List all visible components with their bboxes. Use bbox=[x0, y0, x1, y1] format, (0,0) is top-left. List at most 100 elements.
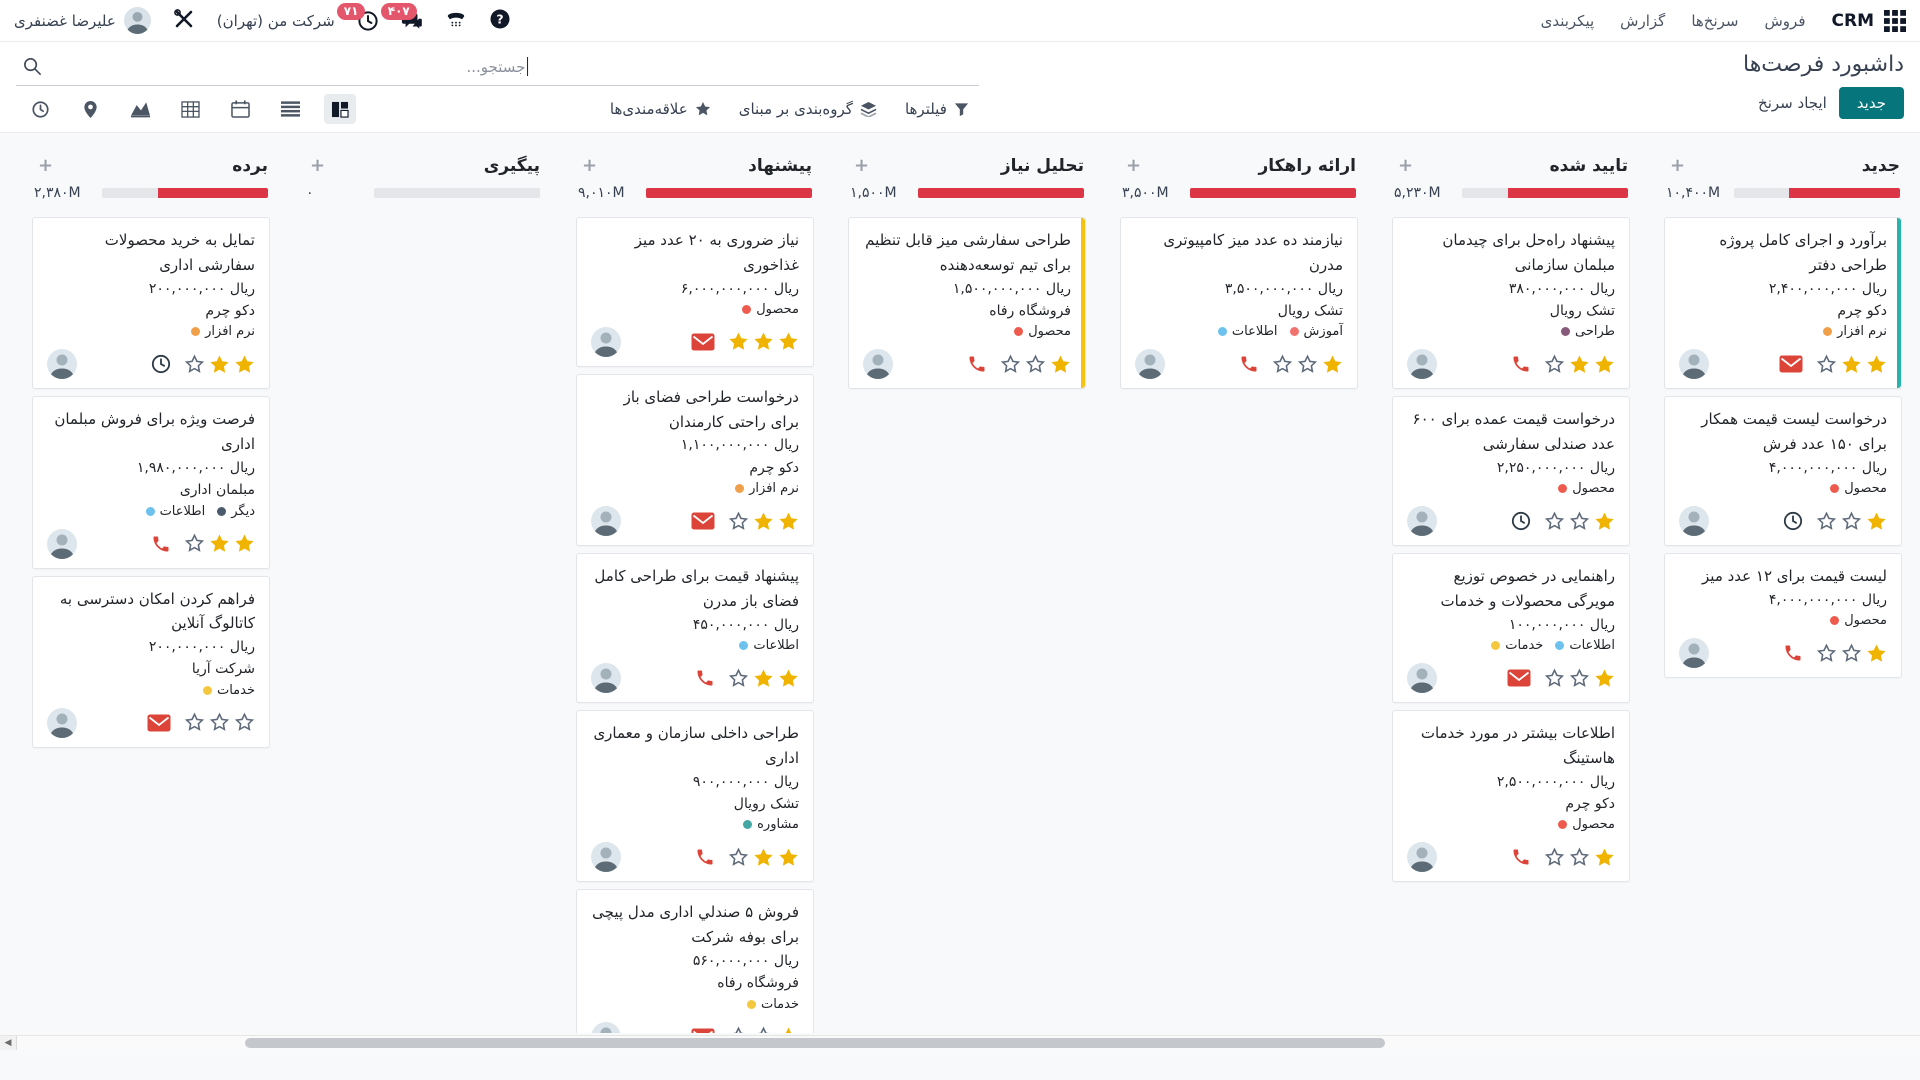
priority-star-filled-icon[interactable] bbox=[1569, 354, 1590, 375]
card-tag[interactable]: نرم افزار bbox=[191, 324, 255, 339]
priority-star-filled-icon[interactable] bbox=[778, 668, 799, 689]
activities-systray[interactable]: ۷۱ bbox=[336, 2, 379, 32]
priority-star-filled-icon[interactable] bbox=[778, 511, 799, 532]
clock-activity-icon[interactable] bbox=[1511, 511, 1531, 531]
kanban-card[interactable]: درخواست طراحی فضای باز برای راحتی کارمند… bbox=[576, 373, 814, 547]
group-by-button[interactable]: گروه‌بندی بر مبنای bbox=[739, 100, 877, 118]
menu-sales[interactable]: فروش bbox=[1764, 11, 1806, 30]
kanban-card[interactable]: طراحی داخلی سازمان و معماری اداری ریال ۹۰… bbox=[576, 710, 814, 883]
priority-star-empty-icon[interactable] bbox=[1841, 643, 1862, 664]
salesperson-avatar[interactable] bbox=[591, 1021, 621, 1033]
priority-star-filled-icon[interactable] bbox=[1594, 511, 1615, 532]
help-icon[interactable]: ? bbox=[489, 8, 511, 34]
menu-leads[interactable]: سرنخ‌ها bbox=[1691, 11, 1739, 30]
card-activity-button[interactable] bbox=[691, 333, 715, 351]
card-activity-button[interactable] bbox=[1511, 511, 1531, 531]
kanban-card[interactable]: نیازمند ده عدد میز کامپیوتری مدرن ریال ۳,… bbox=[1120, 217, 1358, 390]
view-pivot-button[interactable] bbox=[174, 94, 206, 124]
column-add-button[interactable]: + bbox=[1670, 155, 1686, 176]
card-activity-button[interactable] bbox=[1507, 669, 1531, 687]
salesperson-avatar[interactable] bbox=[1407, 349, 1437, 380]
envelope-activity-icon[interactable] bbox=[1779, 355, 1803, 373]
priority-star-empty-icon[interactable] bbox=[1544, 354, 1565, 375]
kanban-card[interactable]: نیاز ضروری به ۲۰ عدد میز غذاخوری ریال ۶,۰… bbox=[576, 217, 814, 367]
priority-star-filled-icon[interactable] bbox=[1322, 354, 1343, 375]
view-kanban-button[interactable] bbox=[324, 94, 357, 124]
card-tag[interactable]: اطلاعات bbox=[1555, 638, 1615, 653]
card-activity-button[interactable] bbox=[1239, 354, 1259, 374]
horizontal-scrollbar[interactable]: ◀ bbox=[0, 1035, 1920, 1050]
card-tag[interactable]: طراحی bbox=[1560, 324, 1615, 339]
priority-star-filled-icon[interactable] bbox=[778, 331, 799, 352]
kanban-card[interactable]: لیست قیمت برای ۱۲ عدد میز ریال ۴,۰۰۰,۰۰۰,… bbox=[1664, 553, 1902, 679]
generate-leads-button[interactable]: ایجاد سرنخ bbox=[1758, 94, 1827, 112]
card-tag[interactable]: اطلاعات bbox=[145, 504, 205, 519]
voip-phone-icon[interactable] bbox=[445, 8, 467, 34]
card-tag[interactable]: محصول bbox=[1830, 613, 1887, 628]
envelope-activity-icon[interactable] bbox=[691, 333, 715, 351]
priority-star-filled-icon[interactable] bbox=[753, 847, 774, 868]
column-title[interactable]: پیگیری bbox=[483, 155, 540, 176]
priority-star-empty-icon[interactable] bbox=[234, 712, 255, 733]
salesperson-avatar[interactable] bbox=[591, 663, 621, 694]
column-add-button[interactable]: + bbox=[310, 155, 326, 176]
card-priority-stars[interactable] bbox=[1816, 354, 1887, 375]
card-priority-stars[interactable] bbox=[1544, 511, 1615, 532]
card-activity-button[interactable] bbox=[151, 354, 171, 374]
priority-star-filled-icon[interactable] bbox=[209, 354, 230, 375]
salesperson-avatar[interactable] bbox=[591, 326, 621, 357]
activities-clock-icon[interactable] bbox=[357, 10, 379, 32]
salesperson-avatar[interactable] bbox=[47, 707, 77, 738]
column-title[interactable]: جدید bbox=[1861, 155, 1900, 176]
kanban-card[interactable]: درخواست لیست قیمت همکار برای ۱۵۰ عدد فرش… bbox=[1664, 396, 1902, 547]
debug-tools-icon[interactable] bbox=[173, 8, 195, 34]
clock-activity-icon[interactable] bbox=[151, 354, 171, 374]
card-priority-stars[interactable] bbox=[1272, 354, 1343, 375]
priority-star-empty-icon[interactable] bbox=[1272, 354, 1293, 375]
kanban-card[interactable]: برآورد و اجرای کامل پروژه طراحی دفتر ریال… bbox=[1664, 217, 1902, 390]
card-priority-stars[interactable] bbox=[1544, 354, 1615, 375]
card-priority-stars[interactable] bbox=[728, 331, 799, 352]
kanban-card[interactable]: راهنمایی در خصوص توزیع مویرگی محصولات و … bbox=[1392, 553, 1630, 704]
priority-star-empty-icon[interactable] bbox=[728, 847, 749, 868]
column-progressbar[interactable] bbox=[1462, 188, 1628, 198]
card-activity-button[interactable] bbox=[1779, 355, 1803, 373]
clock-activity-icon[interactable] bbox=[1783, 511, 1803, 531]
card-tag[interactable]: خدمات bbox=[746, 997, 799, 1012]
view-activity-button[interactable] bbox=[24, 94, 56, 124]
column-add-button[interactable]: + bbox=[582, 155, 598, 176]
priority-star-empty-icon[interactable] bbox=[1025, 354, 1046, 375]
card-activity-button[interactable] bbox=[151, 534, 171, 554]
column-title[interactable]: تایید شده bbox=[1549, 155, 1628, 176]
kanban-card[interactable]: فراهم کردن امکان دسترسی به کاتالوگ آنلای… bbox=[32, 575, 270, 748]
priority-star-filled-icon[interactable] bbox=[753, 668, 774, 689]
card-tag[interactable]: نرم افزار bbox=[1823, 324, 1887, 339]
menu-reporting[interactable]: گزارش bbox=[1620, 11, 1666, 30]
card-activity-button[interactable] bbox=[691, 512, 715, 530]
search-input[interactable]: جستجو... bbox=[16, 48, 979, 86]
phone-activity-icon[interactable] bbox=[695, 668, 715, 688]
priority-star-empty-icon[interactable] bbox=[1816, 643, 1837, 664]
card-activity-button[interactable] bbox=[1783, 511, 1803, 531]
user-avatar[interactable] bbox=[123, 7, 151, 34]
kanban-card[interactable]: درخواست قیمت عمده برای ۶۰۰ عدد صندلی سفا… bbox=[1392, 396, 1630, 547]
card-activity-button[interactable] bbox=[1511, 847, 1531, 867]
priority-star-filled-icon[interactable] bbox=[209, 533, 230, 554]
column-add-button[interactable]: + bbox=[1126, 155, 1142, 176]
scroll-left-arrow[interactable]: ◀ bbox=[0, 1036, 17, 1050]
priority-star-empty-icon[interactable] bbox=[1816, 354, 1837, 375]
priority-star-empty-icon[interactable] bbox=[1569, 511, 1590, 532]
priority-star-filled-icon[interactable] bbox=[753, 331, 774, 352]
priority-star-empty-icon[interactable] bbox=[728, 668, 749, 689]
card-tag[interactable]: محصول bbox=[1558, 817, 1615, 832]
view-calendar-button[interactable] bbox=[224, 94, 256, 124]
column-title[interactable]: پیشنهاد bbox=[748, 155, 812, 176]
salesperson-avatar[interactable] bbox=[47, 349, 77, 380]
salesperson-avatar[interactable] bbox=[863, 349, 893, 380]
card-tag[interactable]: محصول bbox=[1558, 481, 1615, 496]
card-priority-stars[interactable] bbox=[728, 511, 799, 532]
card-activity-button[interactable] bbox=[695, 847, 715, 867]
priority-star-filled-icon[interactable] bbox=[1841, 354, 1862, 375]
card-priority-stars[interactable] bbox=[184, 533, 255, 554]
priority-star-filled-icon[interactable] bbox=[1594, 354, 1615, 375]
